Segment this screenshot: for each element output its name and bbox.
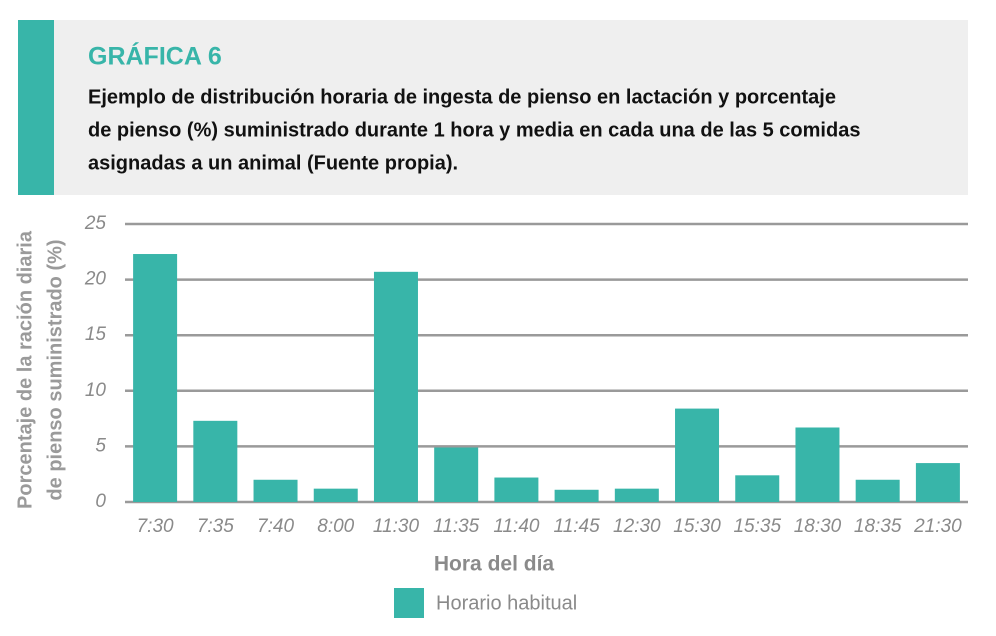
x-tick-label: 11:35 — [433, 516, 480, 537]
y-tick-label: 0 — [95, 491, 106, 512]
y-axis-label: Porcentaje de la ración diaria de pienso … — [14, 230, 66, 509]
x-tick-label: 15:35 — [733, 516, 781, 537]
subtitle: Ejemplo de distribución horaria de inges… — [88, 86, 860, 174]
legend-label: Horario habitual — [436, 592, 577, 614]
x-axis-label: Hora del día — [434, 553, 555, 576]
x-tick-label: 15:30 — [673, 516, 721, 537]
bar — [554, 489, 599, 502]
bar — [133, 254, 178, 502]
y-label-line: de pienso suministrado (%) — [44, 239, 66, 500]
legend-swatch — [394, 588, 424, 618]
y-label-line: Porcentaje de la ración diaria — [14, 230, 36, 509]
bar — [193, 420, 238, 502]
bar — [795, 427, 840, 502]
x-tick-label: 18:35 — [854, 516, 902, 537]
bar — [675, 408, 720, 502]
y-tick-label: 20 — [84, 269, 107, 290]
x-tick-label: 7:30 — [137, 516, 174, 537]
chart-title: GRÁFICA 6 — [88, 42, 222, 71]
bar — [253, 479, 298, 502]
x-tick-label: 11:30 — [373, 516, 420, 537]
x-tick-label: 11:40 — [493, 516, 540, 537]
y-tick-label: 15 — [85, 324, 107, 345]
bar — [494, 477, 539, 502]
bar — [735, 475, 780, 502]
bar — [614, 488, 659, 502]
subtitle-line: de pienso (%) suministrado durante 1 hor… — [88, 119, 860, 141]
x-tick-label: 7:35 — [197, 516, 234, 537]
bar — [855, 479, 900, 502]
x-tick-label: 7:40 — [257, 516, 294, 537]
x-tick-label: 18:30 — [794, 516, 842, 537]
x-tick-label: 11:45 — [554, 516, 601, 537]
header-box — [18, 20, 968, 195]
subtitle-line: asignadas a un animal (Fuente propia). — [88, 152, 458, 174]
x-tick-label: 8:00 — [317, 516, 354, 537]
bar — [313, 488, 358, 502]
x-tick-label: 21:30 — [913, 516, 962, 537]
bar — [373, 271, 418, 502]
y-tick-label: 25 — [84, 213, 107, 234]
y-tick-label: 5 — [95, 435, 106, 456]
header-accent — [18, 20, 54, 195]
subtitle-line: Ejemplo de distribución horaria de inges… — [88, 86, 836, 108]
bar — [915, 463, 960, 502]
x-tick-label: 12:30 — [613, 516, 661, 537]
bar — [434, 447, 479, 502]
y-tick-label: 10 — [85, 380, 107, 401]
